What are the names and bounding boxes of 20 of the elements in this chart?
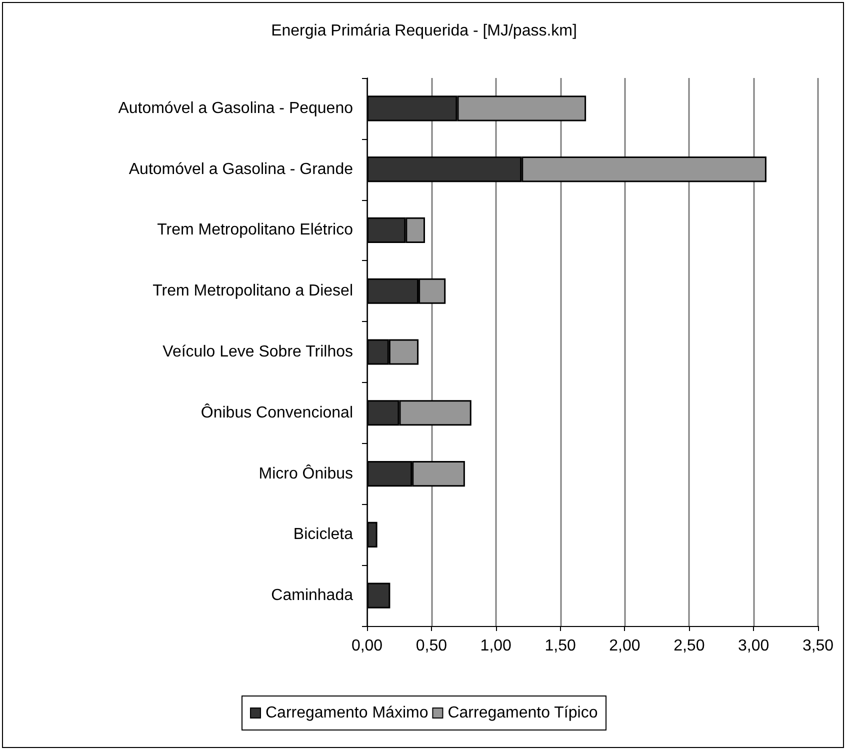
x-tick-label: 0,00 <box>351 638 383 654</box>
y-tick-label: Ônibus Convencional <box>200 403 353 422</box>
x-tick-label: 2,00 <box>609 638 640 654</box>
x-tick-label: 1,00 <box>480 638 512 654</box>
x-tick-label: 1,50 <box>544 638 576 654</box>
y-tick-label: Trem Metropolitano a Diesel <box>152 282 353 300</box>
x-tick-label: 3,50 <box>802 638 834 654</box>
y-tick-label: Veículo Leve Sobre Trilhos <box>162 344 353 360</box>
x-tick-label: 3,00 <box>738 638 770 654</box>
legend-label: Carregamento Máximo <box>265 704 428 722</box>
legend-label: Carregamento Típico <box>448 704 598 722</box>
y-tick-label: Micro Ônibus <box>258 464 353 482</box>
x-tick-label: 2,50 <box>674 638 705 654</box>
y-tick-label: Bicicleta <box>293 526 354 544</box>
y-tick-label: Automóvel a Gasolina - Grande <box>128 160 354 178</box>
y-tick-label: Automóvel a Gasolina - Pequeno <box>118 100 354 117</box>
y-tick-label: Caminhada <box>271 587 354 604</box>
x-tick-label: 0,50 <box>416 638 448 654</box>
chart-title: Energia Primária Requerida - [MJ/pass.km] <box>271 22 577 40</box>
y-tick-label: Trem Metropolitano Elétrico <box>157 222 354 239</box>
